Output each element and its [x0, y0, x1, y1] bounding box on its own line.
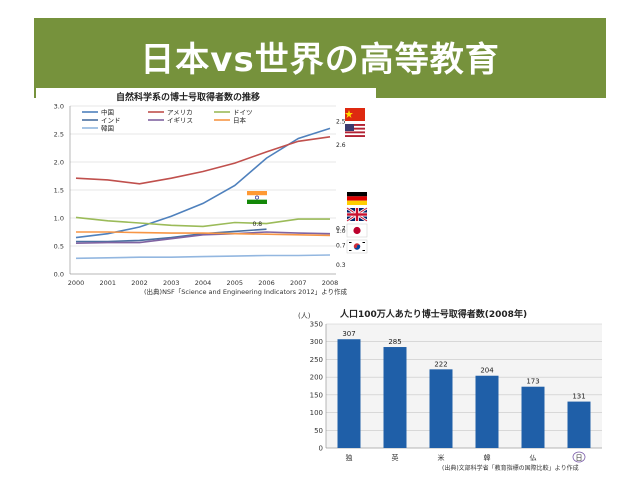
- legend-entry: 中国: [101, 108, 114, 117]
- bar-chart: 人口100万人あたり博士号取得者数(2008年) (人) (出典)文部科学省「教…: [298, 308, 602, 472]
- y-tick-label: 0.5: [54, 243, 64, 251]
- series-end-label: 0.7: [336, 226, 346, 233]
- bar: [475, 375, 499, 448]
- y-tick-label: 2.0: [54, 159, 64, 167]
- line-chart-title: 自然科学系の博士号取得者数の推移: [116, 91, 260, 103]
- bar-value-label: 222: [434, 360, 447, 368]
- line-chart-panel: 自然科学系の博士号取得者数の推移 (出典)NSF「Science and Eng…: [36, 88, 376, 300]
- legend-entry: 日本: [233, 116, 247, 125]
- bar-value-label: 173: [526, 378, 539, 386]
- bar-chart-source: (出典)文部科学省「教育指標の国際比較」より作成: [442, 464, 579, 472]
- series-line-2: [75, 136, 331, 185]
- series-end-label: 0.8: [253, 221, 263, 228]
- japan-flag-icon: [346, 223, 368, 238]
- y-tick-label: 200: [310, 374, 323, 382]
- bar-value-label: 131: [572, 393, 585, 401]
- x-tick-label: 仏: [530, 454, 537, 462]
- highlight-circle: [572, 451, 586, 463]
- line-chart: 自然科学系の博士号取得者数の推移 (出典)NSF「Science and Eng…: [54, 91, 368, 296]
- y-tick-label: 250: [310, 356, 323, 364]
- slide-title-bar: 日本vs世界の高等教育: [34, 18, 606, 98]
- korea-flag-icon: [346, 239, 368, 254]
- legend-entry: アメリカ: [167, 109, 193, 117]
- series-line-6: [76, 231, 331, 237]
- line-chart-source: (出典)NSF「Science and Engineering Indicato…: [144, 287, 348, 296]
- india-flag-icon: [247, 191, 267, 204]
- series-end-label: 2.6: [336, 142, 346, 149]
- series-end-label: 2.5: [336, 118, 346, 125]
- series-end-label: 1.0: [336, 228, 346, 235]
- bar-chart-ylabel: (人): [298, 312, 311, 320]
- x-tick-label: 2000: [68, 279, 85, 287]
- x-tick-label: 2003: [163, 279, 180, 287]
- bar: [383, 347, 407, 448]
- series-line-4: [76, 228, 267, 243]
- legend-entry: イギリス: [167, 117, 193, 125]
- series-end-label: 0.3: [336, 262, 346, 269]
- bar-value-label: 285: [388, 338, 401, 346]
- bar: [337, 339, 361, 448]
- x-tick-label: 2006: [258, 279, 275, 287]
- y-tick-label: 100: [310, 409, 323, 417]
- legend-entry: 韓国: [101, 124, 114, 133]
- slide-title: 日本vs世界の高等教育: [140, 40, 500, 80]
- uk-flag-icon: [346, 206, 368, 223]
- x-tick-label: 米: [438, 453, 445, 462]
- x-tick-label: 独: [346, 453, 353, 462]
- series-line-5: [75, 231, 331, 244]
- legend-entry: ドイツ: [233, 109, 253, 117]
- bar-value-label: 204: [480, 367, 494, 375]
- germany-flag-icon: [347, 192, 367, 205]
- x-tick-label: 2005: [226, 279, 243, 287]
- bar: [521, 386, 545, 448]
- plot-area: [326, 324, 602, 448]
- x-tick-label: 2001: [99, 279, 116, 287]
- x-tick-label: 英: [392, 453, 399, 462]
- x-tick-label: 日: [576, 454, 583, 462]
- series-end-label: 0.7: [336, 242, 346, 249]
- x-tick-label: 2008: [322, 279, 339, 287]
- y-tick-label: 150: [310, 391, 323, 399]
- bar-value-label: 307: [342, 330, 355, 338]
- y-tick-label: 1.5: [54, 187, 64, 195]
- x-tick-label: 2007: [290, 279, 307, 287]
- bar: [567, 401, 591, 448]
- country-flags: [247, 108, 368, 254]
- y-tick-label: 0.0: [54, 271, 64, 279]
- y-tick-label: 3.0: [54, 103, 64, 111]
- legend-entry: インド: [101, 117, 121, 125]
- y-tick-label: 50: [314, 427, 323, 435]
- series-line-3: [75, 216, 330, 228]
- y-tick-label: 1.0: [54, 215, 64, 223]
- bar-chart-panel: 人口100万人あたり博士号取得者数(2008年) (人) (出典)文部科学省「教…: [296, 306, 608, 474]
- china-flag-icon: [345, 108, 365, 121]
- x-tick-label: 2002: [131, 279, 148, 287]
- y-tick-label: 350: [310, 321, 323, 329]
- y-tick-label: 0: [319, 445, 323, 453]
- usa-flag-icon: [345, 124, 365, 137]
- bar-chart-title: 人口100万人あたり博士号取得者数(2008年): [339, 308, 527, 320]
- bar: [429, 369, 453, 448]
- x-tick-label: 2004: [195, 279, 212, 287]
- y-tick-label: 300: [310, 338, 323, 346]
- series-line-7: [75, 254, 331, 260]
- x-tick-label: 韓: [484, 453, 491, 462]
- y-tick-label: 2.5: [54, 131, 64, 139]
